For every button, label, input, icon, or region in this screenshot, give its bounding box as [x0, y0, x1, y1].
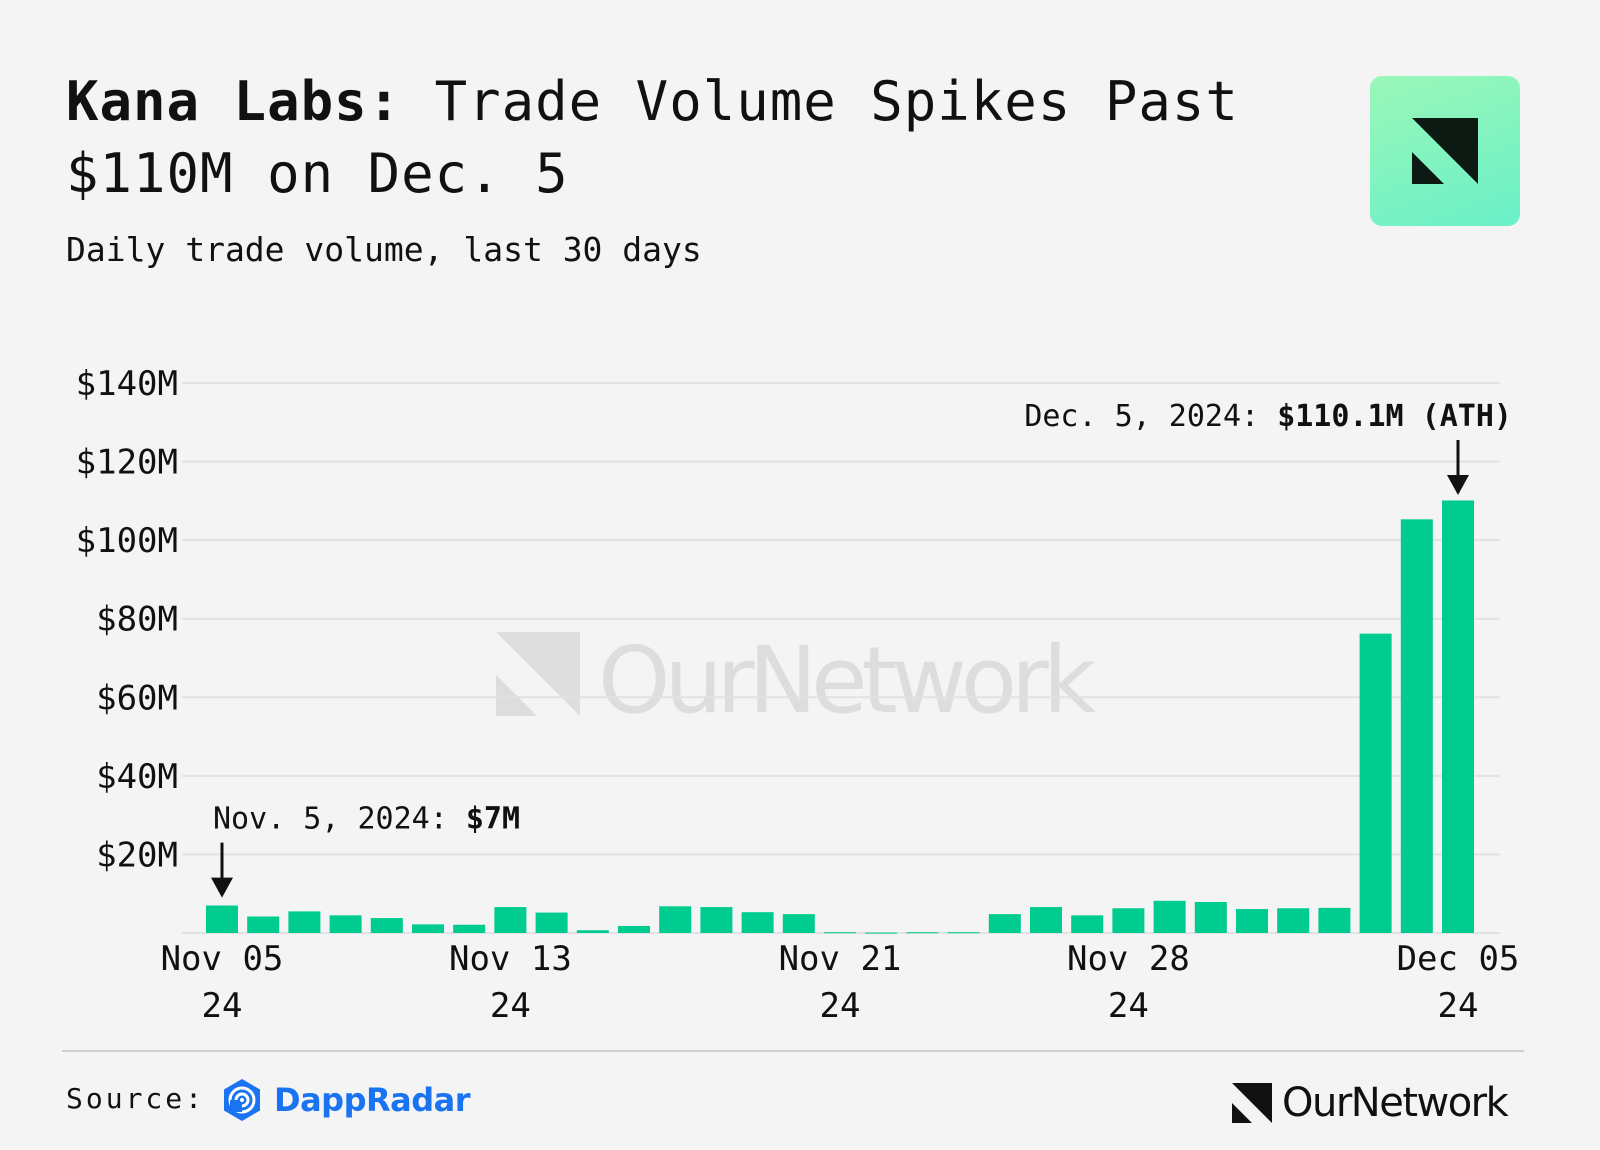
bar-nov-27 — [1112, 908, 1145, 933]
bar-nov-17 — [700, 907, 733, 933]
watermark-icon — [496, 632, 580, 716]
annotation-label: Dec. 5, 2024: $110.1M (ATH) — [1024, 399, 1512, 434]
bar-nov-26 — [1071, 915, 1104, 933]
ournetwork-brand-icon — [1232, 1083, 1272, 1123]
x-tick-year: 24 — [1438, 986, 1479, 1026]
bar-nov-25 — [1030, 907, 1062, 933]
y-tick-label: $120M — [76, 443, 178, 483]
y-tick-label: $20M — [96, 835, 178, 875]
x-tick-year: 24 — [490, 986, 531, 1026]
y-tick-label: $140M — [76, 364, 178, 404]
bar-dec-04 — [1400, 519, 1433, 933]
watermark: OurNetwork — [496, 627, 1097, 734]
bar-nov-15 — [618, 925, 650, 933]
bar-nov-29 — [1194, 901, 1227, 933]
bar-nov-18 — [741, 912, 774, 933]
x-tick-label: Nov 13 — [449, 939, 572, 979]
dappradar-icon — [224, 1079, 260, 1121]
bar-nov-07 — [288, 911, 321, 933]
bar-nov-09 — [370, 918, 403, 933]
bar-nov-30 — [1236, 909, 1268, 933]
bar-nov-13 — [535, 912, 568, 933]
bar-dec-01 — [1277, 908, 1310, 933]
x-tick-label: Dec 05 — [1397, 939, 1520, 979]
title-rest: Trade Volume Spikes Past $110M on Dec. 5 — [66, 70, 1239, 205]
watermark-icon-corner — [496, 675, 537, 716]
footer-divider — [62, 1050, 1524, 1052]
dappradar-logo[interactable]: DappRadar — [220, 1078, 470, 1122]
bar-dec-02 — [1318, 907, 1351, 933]
bar-nov-06 — [247, 916, 280, 933]
bar-nov-10 — [412, 924, 444, 933]
x-tick-year: 24 — [202, 986, 243, 1026]
annotation-label: Nov. 5, 2024: $7M — [213, 802, 520, 837]
dappradar-name: DappRadar — [274, 1081, 470, 1119]
y-tick-label: $100M — [76, 521, 178, 561]
y-tick-label: $40M — [96, 757, 178, 797]
x-tick-year: 24 — [1108, 986, 1149, 1026]
ournetwork-brand-name: OurNetwork — [1282, 1080, 1509, 1126]
bar-nov-11 — [453, 924, 486, 933]
title-bold: Kana Labs: — [66, 70, 402, 133]
x-tick-year: 24 — [820, 986, 861, 1026]
bar-nov-22 — [906, 932, 939, 934]
bar-nov-20 — [824, 932, 856, 934]
annotation-arrow-head — [211, 877, 233, 898]
ournetwork-logo-icon — [1412, 118, 1478, 184]
bar-nov-21 — [865, 932, 898, 934]
ournetwork-logo-tile — [1370, 76, 1520, 226]
bar-nov-23 — [947, 932, 980, 934]
bar-nov-16 — [659, 906, 692, 933]
watermark-text: OurNetwork — [598, 627, 1097, 734]
x-tick-label: Nov 28 — [1067, 939, 1190, 979]
x-tick-label: Nov 05 — [161, 939, 284, 979]
ournetwork-brand[interactable]: OurNetwork — [1232, 1080, 1509, 1126]
bar-nov-14 — [576, 930, 609, 933]
y-tick-label: $60M — [96, 678, 178, 718]
trade-volume-chart: OurNetwork $20M $40M $60M $80M $100M $120M $140… — [76, 364, 1520, 1026]
bar-dec-03 — [1359, 633, 1392, 933]
bar-dec-05 — [1442, 500, 1474, 933]
bar-nov-12 — [494, 907, 527, 933]
bar-nov-19 — [782, 914, 815, 933]
y-tick-label: $80M — [96, 600, 178, 640]
page-title: Kana Labs: Trade Volume Spikes Past $110… — [66, 66, 1356, 210]
bar-nov-05 — [206, 905, 238, 933]
bar-nov-24 — [988, 914, 1021, 933]
source-label: Source: — [66, 1082, 206, 1115]
bar-nov-28 — [1153, 900, 1186, 933]
page-subtitle: Daily trade volume, last 30 days — [66, 230, 702, 269]
annotation-arrow-head — [1447, 474, 1469, 495]
x-tick-label: Nov 21 — [779, 939, 902, 979]
bar-nov-08 — [329, 915, 362, 933]
